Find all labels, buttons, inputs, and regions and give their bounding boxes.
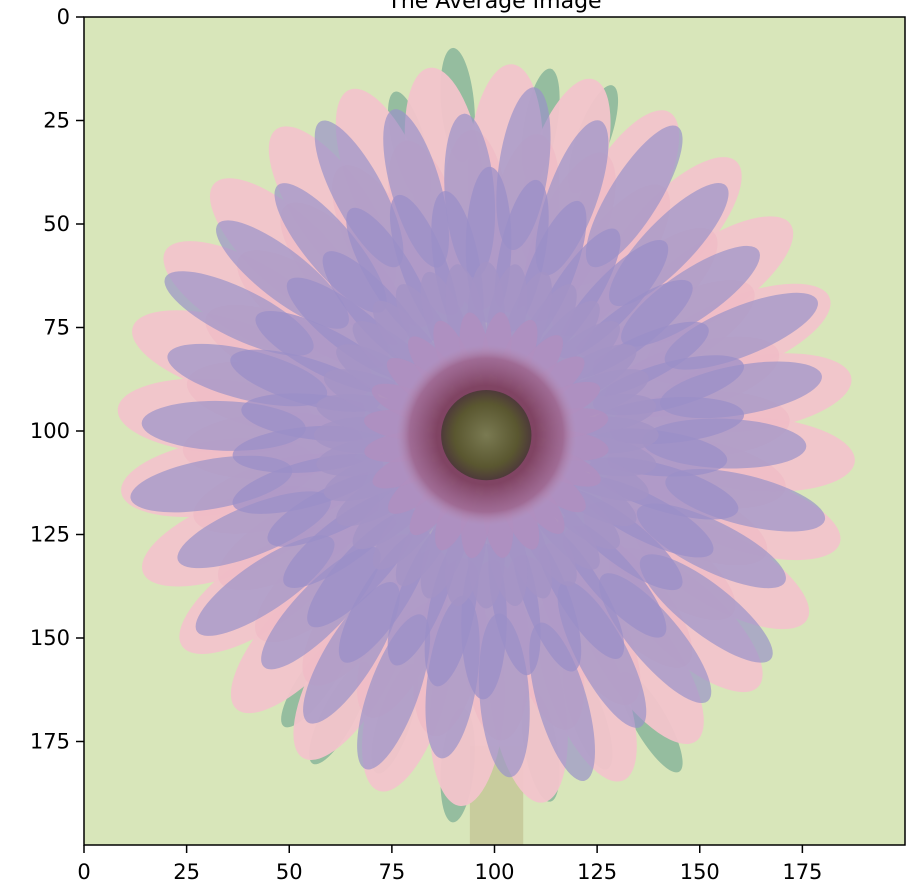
x-tick-label: 0 [77,860,90,884]
y-tick-label: 125 [30,523,70,547]
y-tick-label: 50 [43,212,70,236]
x-tick-label: 75 [379,860,406,884]
y-tick-label: 75 [43,316,70,340]
lilac-petal [529,622,595,781]
x-tick-label: 125 [577,860,617,884]
y-tick-label: 0 [57,5,70,29]
y-tick-label: 100 [30,419,70,443]
chart-title: The Average Image [386,0,601,14]
y-tick-label: 25 [43,109,70,133]
x-tick-label: 175 [782,860,822,884]
y-axis: 0 25 50 75 100 125 150 175 [30,5,84,754]
averaged-flower-image [117,47,855,845]
x-tick-label: 100 [474,860,514,884]
x-axis: 0 25 50 75 100 125 150 175 [77,845,822,884]
image-plot-area [83,16,906,846]
x-tick-label: 150 [680,860,720,884]
lilac-petal [664,292,818,370]
x-tick-label: 50 [276,860,303,884]
center-disc [441,389,532,481]
y-tick-label: 150 [30,626,70,650]
x-tick-label: 25 [173,860,200,884]
y-tick-label: 175 [30,730,70,754]
